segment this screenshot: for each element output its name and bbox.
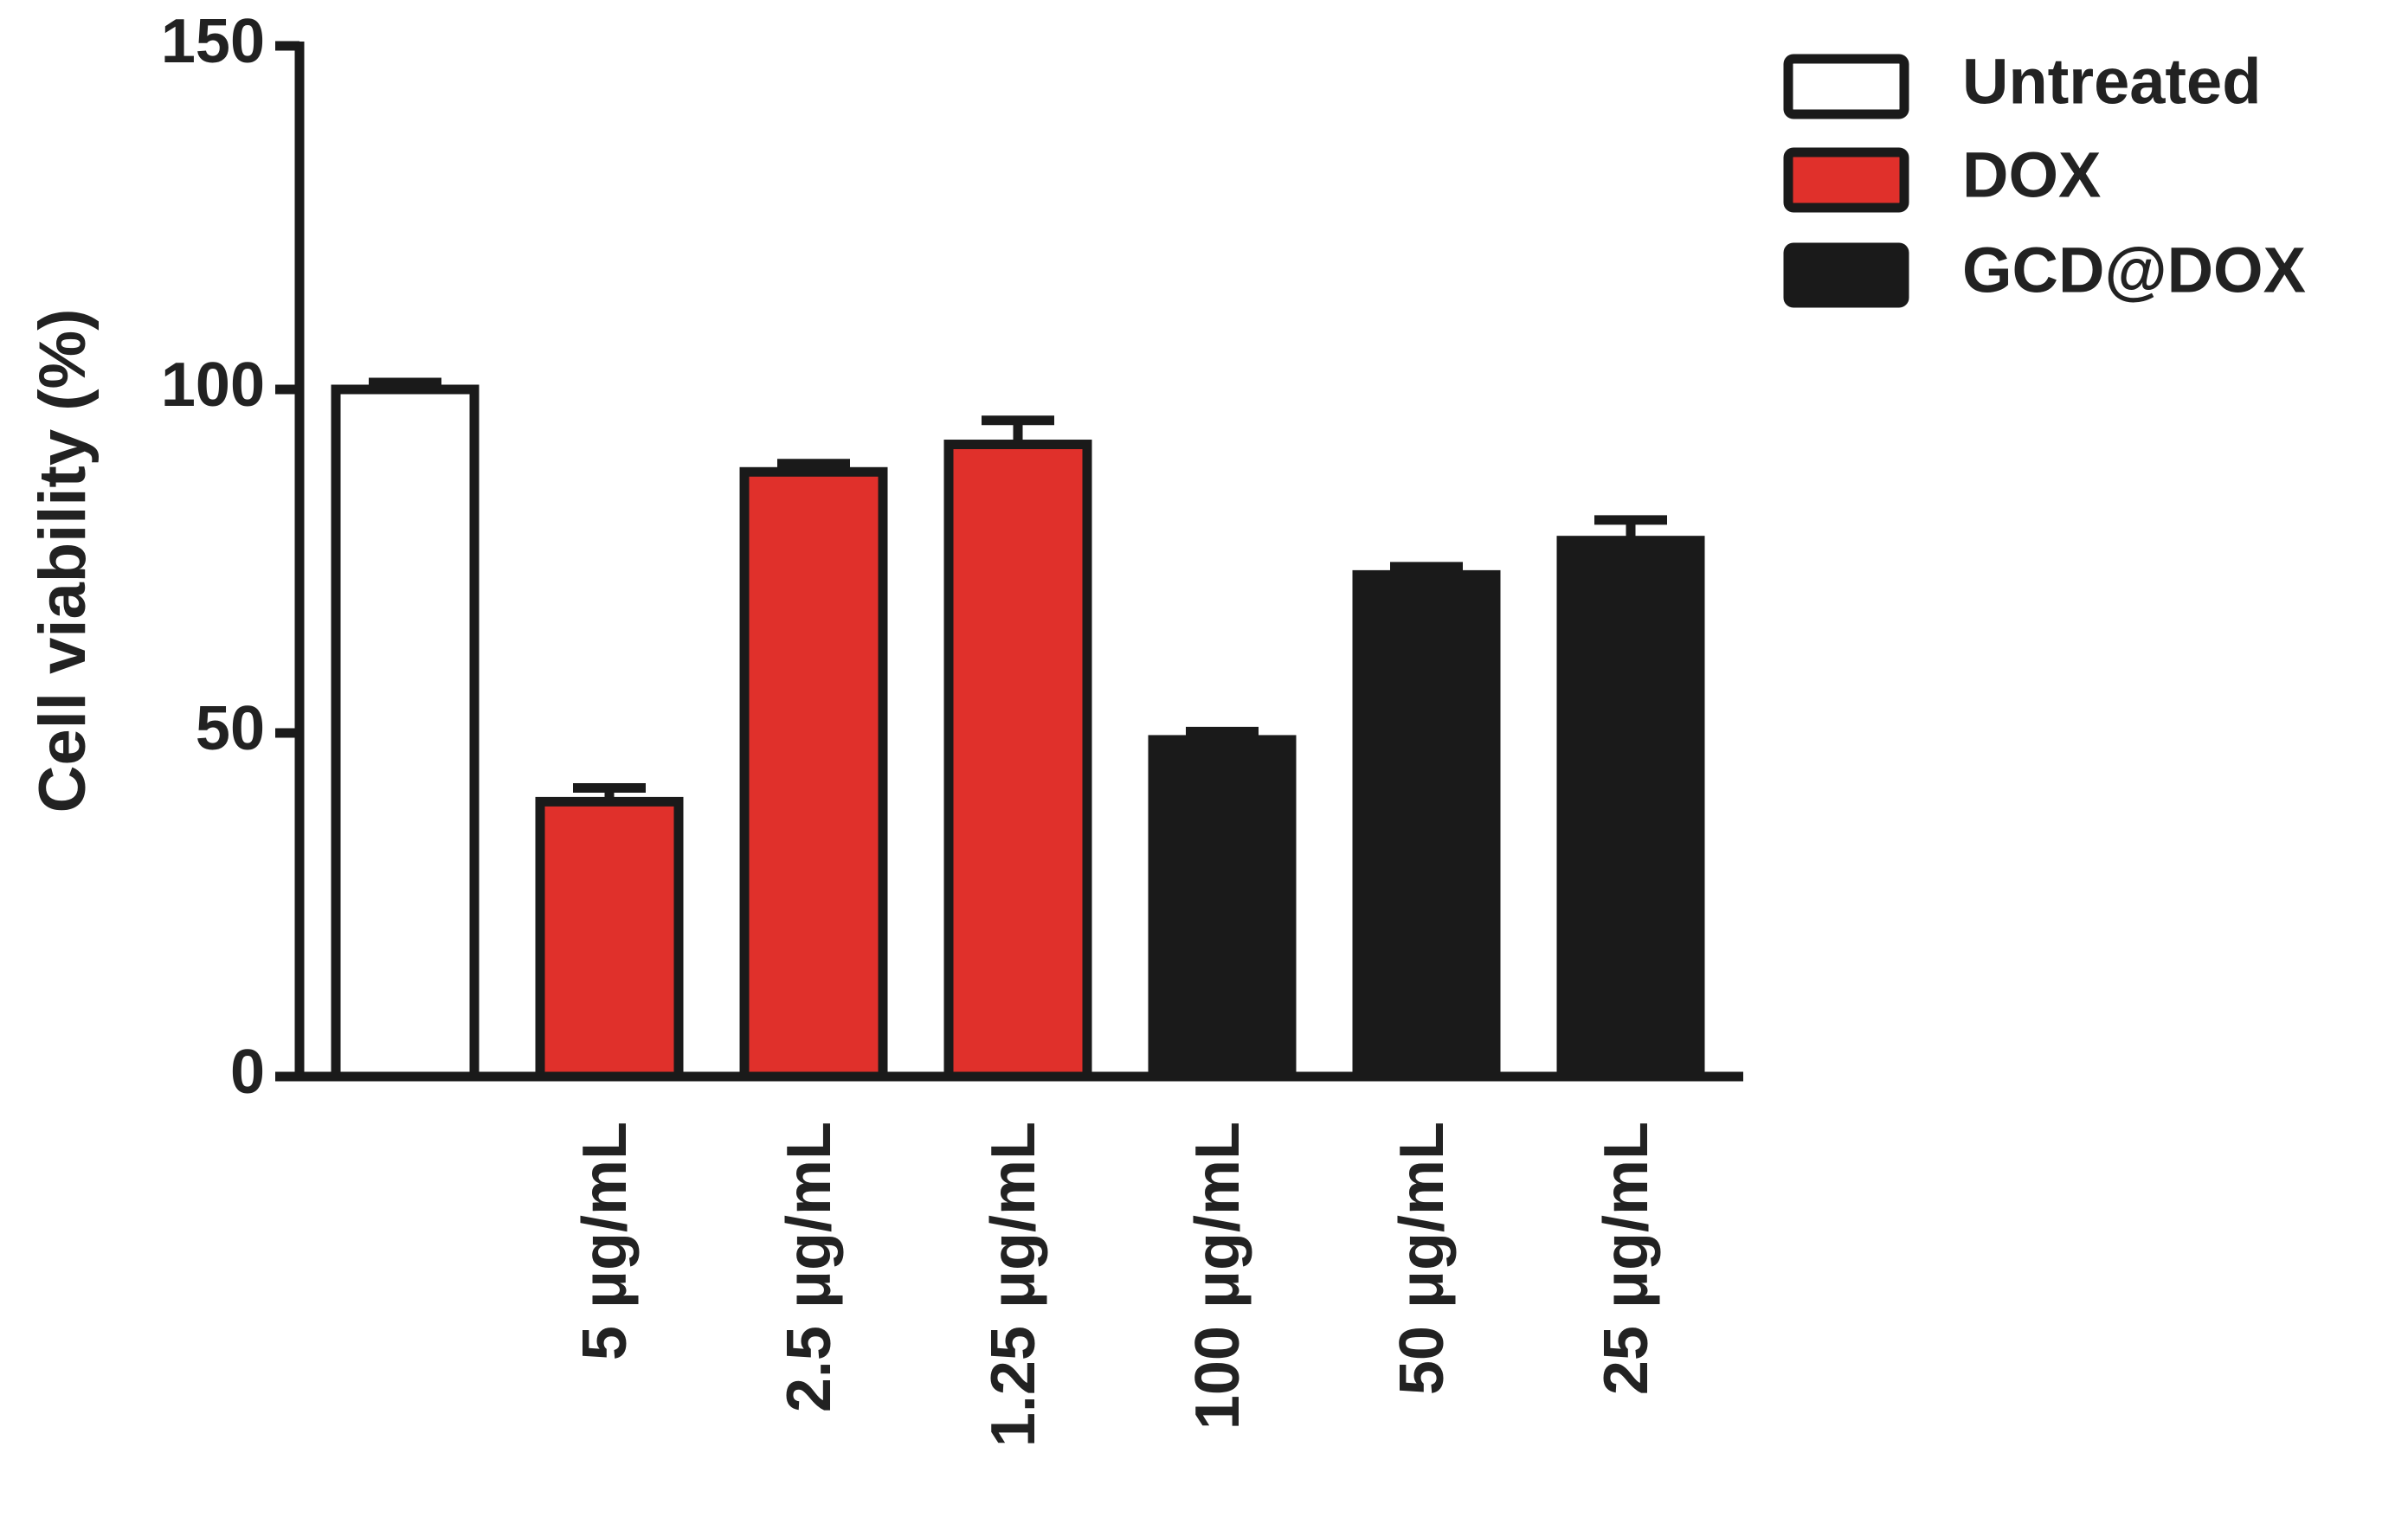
- x-tick-label: 25 μg/mL: [1592, 1122, 1661, 1395]
- bar: [739, 466, 888, 1082]
- bar: [1556, 536, 1705, 1082]
- x-tick-label: 5 μg/mL: [570, 1122, 640, 1360]
- y-tick-label: 0: [230, 1038, 265, 1107]
- x-tick-label: 1.25 μg/mL: [979, 1122, 1048, 1447]
- x-tick-label: 100 μg/mL: [1183, 1122, 1252, 1430]
- legend-swatch: [1783, 54, 1909, 119]
- y-tick-label: 100: [161, 350, 265, 420]
- legend-label: GCD@DOX: [1962, 235, 2306, 306]
- y-tick-label: 50: [196, 694, 265, 763]
- x-tick-label: 2.5 μg/mL: [775, 1122, 844, 1412]
- bar: [331, 384, 480, 1082]
- bar: [535, 796, 684, 1082]
- x-tick-label: 50 μg/mL: [1387, 1122, 1457, 1395]
- y-axis-label: Cell viability (%): [26, 309, 100, 813]
- bar: [1148, 735, 1297, 1082]
- legend-swatch: [1783, 242, 1909, 308]
- legend-label: DOX: [1962, 139, 2101, 211]
- legend-label: Untreated: [1962, 46, 2261, 118]
- bar: [1352, 569, 1501, 1082]
- y-tick-label: 150: [161, 7, 265, 76]
- bar: [943, 440, 1092, 1082]
- legend-swatch: [1783, 147, 1909, 213]
